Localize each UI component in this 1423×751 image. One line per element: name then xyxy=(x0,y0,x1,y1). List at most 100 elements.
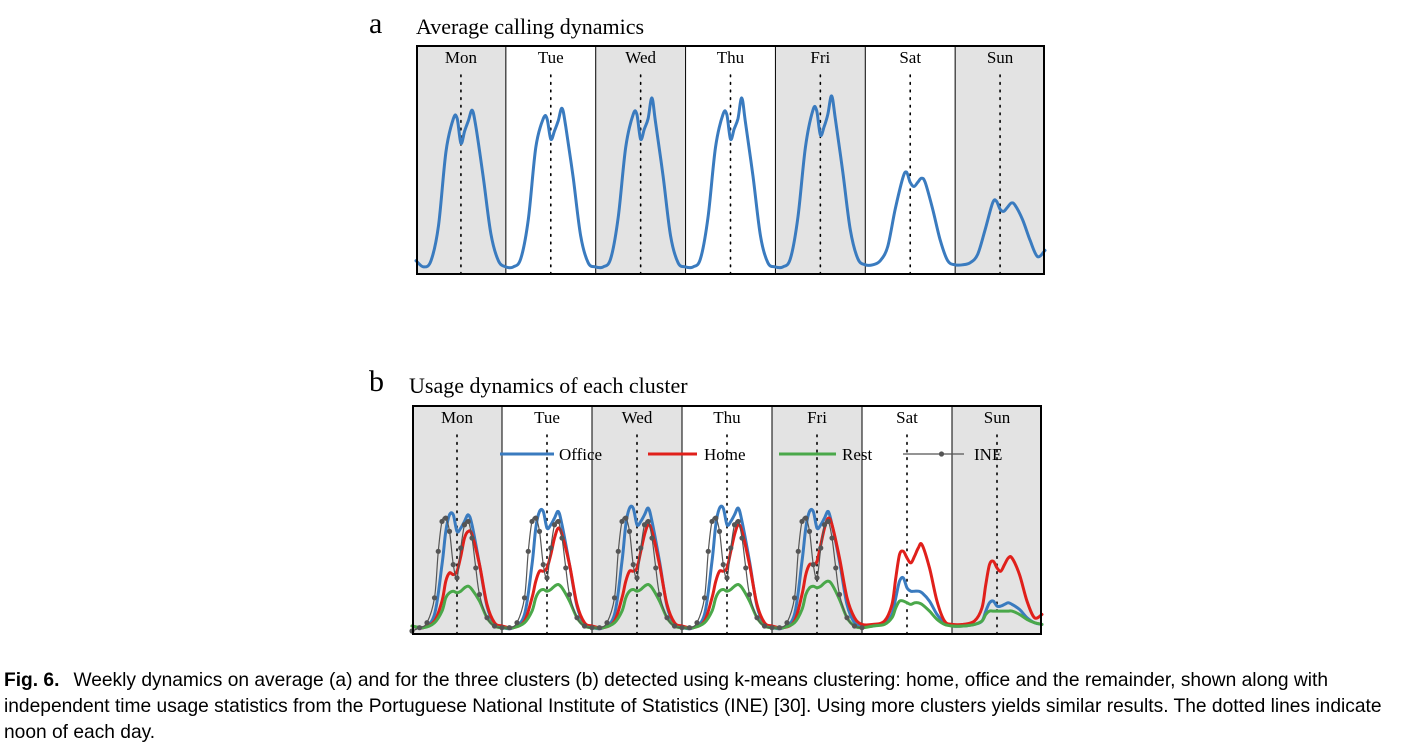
day-label-fri: Fri xyxy=(810,48,830,67)
day-label-sat: Sat xyxy=(899,48,921,67)
ine-point xyxy=(566,591,573,598)
series-line-office xyxy=(410,504,1044,631)
panel-a-title: Average calling dynamics xyxy=(416,14,645,39)
ine-point xyxy=(795,548,801,554)
plot-frame xyxy=(412,405,1042,635)
ine-point xyxy=(739,535,745,541)
day-label-fri: Fri xyxy=(807,408,827,427)
ine-point xyxy=(529,518,535,525)
caption-label: Fig. 6. xyxy=(4,670,60,691)
ine-point xyxy=(484,615,490,621)
ine-point xyxy=(836,591,843,598)
ine-point xyxy=(754,615,760,621)
ine-point xyxy=(664,615,670,621)
ine-point xyxy=(716,528,723,534)
ine-point xyxy=(630,562,636,568)
ine-point xyxy=(450,562,456,568)
ine-point xyxy=(416,625,423,631)
ine-point xyxy=(446,528,453,534)
ine-point xyxy=(731,522,738,528)
ine-point xyxy=(769,625,775,631)
ine-point xyxy=(735,518,741,525)
ine-point xyxy=(686,625,693,631)
day-label-sun: Sun xyxy=(984,408,1011,427)
legend-label-ine: INE xyxy=(974,445,1002,464)
ine-point xyxy=(559,535,565,541)
ine-point xyxy=(701,595,708,601)
ine-point xyxy=(709,518,715,525)
ine-point xyxy=(521,595,528,601)
ine-point xyxy=(443,515,449,521)
ine-point xyxy=(810,562,816,568)
ine-point xyxy=(833,565,839,571)
series-line-series-0 xyxy=(414,94,1047,270)
ine-point xyxy=(424,620,430,626)
ine-point xyxy=(461,522,468,528)
ine-point xyxy=(746,591,753,598)
ine-point xyxy=(581,623,588,629)
ine-point xyxy=(465,518,471,525)
legend-label-rest: Rest xyxy=(842,445,873,464)
panel-b-letter: b xyxy=(369,365,384,398)
ine-point xyxy=(645,518,651,525)
ine-point xyxy=(694,620,700,626)
ine-point xyxy=(536,528,543,534)
ine-point xyxy=(563,565,569,571)
ine-point xyxy=(761,623,768,629)
ine-point xyxy=(844,615,850,621)
ine-point xyxy=(611,595,618,601)
caption-text: Weekly dynamics on average (a) and for t… xyxy=(4,670,1382,743)
ine-point xyxy=(806,528,813,534)
ine-point xyxy=(525,548,531,554)
ine-point xyxy=(458,545,464,551)
legend-marker-ine xyxy=(938,451,945,457)
day-label-thu: Thu xyxy=(713,408,741,427)
ine-point xyxy=(615,548,621,554)
ine-point xyxy=(623,515,629,521)
day-label-mon: Mon xyxy=(441,408,474,427)
ine-point xyxy=(724,575,730,581)
ine-point xyxy=(604,620,610,626)
ine-point xyxy=(818,545,824,551)
ine-point xyxy=(825,518,831,525)
ine-point xyxy=(533,515,539,521)
ine-point xyxy=(634,575,640,581)
ine-point xyxy=(491,623,498,629)
ine-point xyxy=(776,625,783,631)
ine-point xyxy=(859,625,865,631)
ine-point xyxy=(589,625,595,631)
ine-point xyxy=(656,591,663,598)
panel-a-letter: a xyxy=(369,7,383,40)
ine-point xyxy=(803,515,809,521)
ine-point xyxy=(728,545,734,551)
ine-point xyxy=(548,545,554,551)
ine-point xyxy=(435,548,441,554)
ine-point xyxy=(705,548,711,554)
day-label-tue: Tue xyxy=(538,48,564,67)
day-label-sun: Sun xyxy=(987,48,1014,67)
ine-point xyxy=(551,522,558,528)
ine-point xyxy=(791,595,798,601)
ine-point xyxy=(679,625,685,631)
ine-point xyxy=(544,575,550,581)
ine-point xyxy=(814,575,820,581)
ine-point xyxy=(431,595,438,601)
ine-point xyxy=(713,515,719,521)
ine-point xyxy=(641,522,648,528)
ine-point xyxy=(439,518,445,525)
legend-label-home: Home xyxy=(704,445,746,464)
day-label-tue: Tue xyxy=(534,408,560,427)
ine-point xyxy=(476,591,483,598)
ine-point xyxy=(596,625,603,631)
ine-point xyxy=(514,620,520,626)
ine-point xyxy=(649,535,655,541)
day-label-mon: Mon xyxy=(445,48,478,67)
ine-point xyxy=(473,565,479,571)
ine-point xyxy=(743,565,749,571)
ine-point xyxy=(506,625,513,631)
panel-b-title: Usage dynamics of each cluster xyxy=(409,373,688,398)
ine-point xyxy=(720,562,726,568)
ine-point xyxy=(821,522,828,528)
plot-frame xyxy=(416,45,1045,275)
ine-point xyxy=(671,623,678,629)
